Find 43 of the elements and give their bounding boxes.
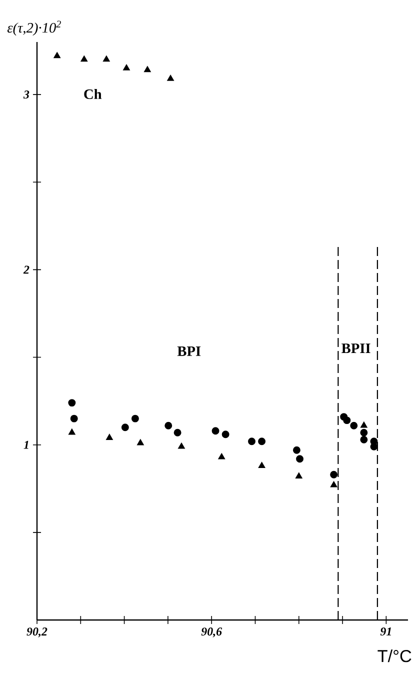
point [292,446,300,454]
point [296,455,304,463]
point [330,470,338,478]
x-axis-title: T/°C [378,650,412,662]
point [137,439,144,446]
x-tick-label: 91 [380,628,391,636]
y-tick-label: 3 [23,90,30,99]
point [258,462,266,468]
y-axis-title: ε(τ,2)·10$^{2}$ [7,20,61,36]
point [80,56,88,62]
point [218,453,225,460]
point [360,428,368,436]
point [340,413,348,421]
annotation: BPI [177,346,201,356]
point [248,438,256,446]
y-tick-label: 1 [24,440,28,449]
point [330,481,338,488]
point [360,436,368,444]
point [164,422,172,430]
point [121,424,129,432]
point [178,442,185,449]
y-tick-label: 2 [23,266,30,274]
point [360,422,368,428]
point [103,56,110,62]
point [350,422,358,430]
point [54,52,60,58]
point [144,66,151,72]
x-tick-label: 90,6 [201,628,222,638]
point [106,434,113,440]
annotation: BPII [342,344,370,354]
point [222,430,230,438]
point [296,472,302,479]
point [174,428,182,436]
point [131,414,139,422]
point [68,399,76,407]
x-tick-label: 90,2 [26,628,48,638]
annotation: Ch [84,88,102,100]
point [167,75,174,81]
point [68,428,76,435]
point [70,414,78,422]
point [123,64,130,70]
point [258,438,266,446]
point [212,427,220,435]
